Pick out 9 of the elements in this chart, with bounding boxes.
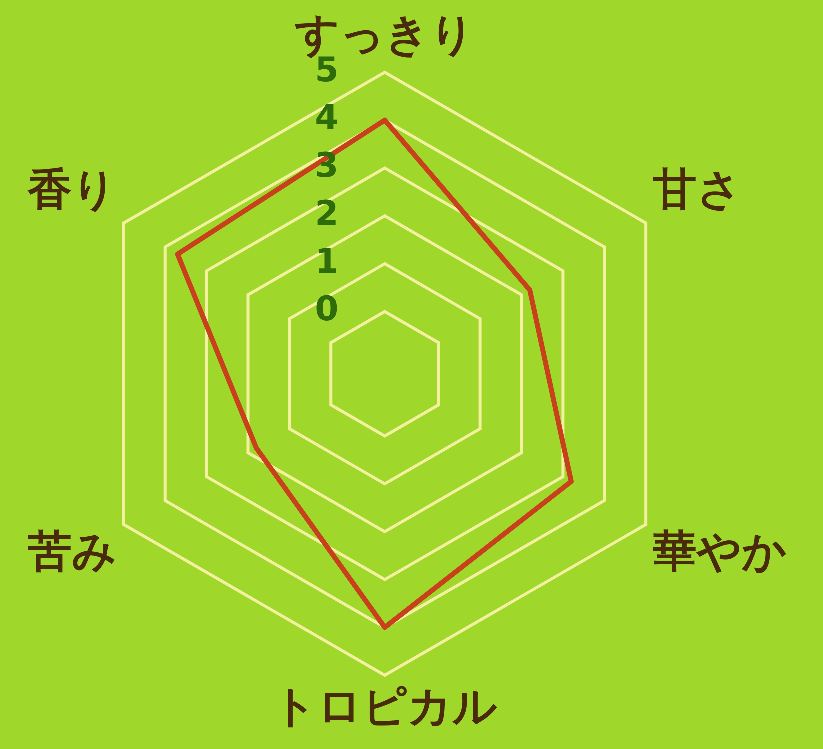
y-tick-label: 1 (315, 242, 339, 282)
spoke-label: トロピカル (272, 681, 498, 732)
y-tick-label: 4 (315, 98, 339, 138)
y-tick-label: 2 (315, 194, 339, 234)
spoke-label: 苦み (27, 526, 117, 578)
y-tick-label: 0 (315, 290, 339, 330)
spoke-label: 香り (27, 164, 117, 216)
spoke-label: 華やか (653, 526, 787, 578)
spoke-label: 甘さ (652, 164, 742, 216)
